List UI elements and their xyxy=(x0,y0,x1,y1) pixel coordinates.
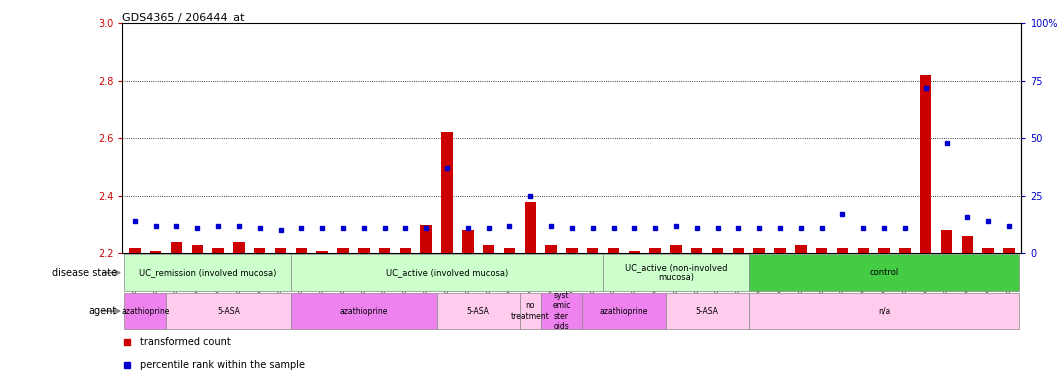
Bar xyxy=(629,251,641,253)
Bar xyxy=(525,202,536,253)
Text: UC_active (non-involved
mucosa): UC_active (non-involved mucosa) xyxy=(625,263,727,282)
Bar xyxy=(546,245,556,253)
Text: azathioprine: azathioprine xyxy=(339,306,388,316)
Bar xyxy=(795,245,807,253)
Bar xyxy=(462,230,473,253)
Text: GDS4365 / 206444_at: GDS4365 / 206444_at xyxy=(122,12,245,23)
Bar xyxy=(816,248,828,253)
Bar xyxy=(124,293,166,329)
Bar xyxy=(1003,248,1015,253)
Bar xyxy=(566,248,578,253)
Bar xyxy=(254,248,265,253)
Bar xyxy=(962,236,974,253)
Text: no
treatment: no treatment xyxy=(511,301,550,321)
Bar xyxy=(442,132,453,253)
Bar xyxy=(836,248,848,253)
Bar xyxy=(608,248,619,253)
Bar xyxy=(582,293,666,329)
Bar xyxy=(436,293,520,329)
Bar xyxy=(733,248,744,253)
Text: UC_active (involved mucosa): UC_active (involved mucosa) xyxy=(386,268,509,277)
Bar xyxy=(420,225,432,253)
Bar xyxy=(603,254,749,291)
Bar xyxy=(275,248,286,253)
Bar xyxy=(691,248,702,253)
Bar xyxy=(124,254,290,291)
Bar xyxy=(899,248,911,253)
Bar xyxy=(670,245,682,253)
Bar xyxy=(192,245,203,253)
Text: syst
emic
ster
oids: syst emic ster oids xyxy=(552,291,570,331)
Bar xyxy=(775,248,785,253)
Bar xyxy=(290,254,603,291)
Bar xyxy=(503,248,515,253)
Text: 5-ASA: 5-ASA xyxy=(467,306,489,316)
Bar xyxy=(129,248,140,253)
Bar xyxy=(213,248,223,253)
Bar xyxy=(166,293,290,329)
Bar xyxy=(858,248,869,253)
Text: 5-ASA: 5-ASA xyxy=(217,306,240,316)
Bar xyxy=(316,251,328,253)
Bar xyxy=(483,245,495,253)
Text: n/a: n/a xyxy=(878,306,891,316)
Text: azathioprine: azathioprine xyxy=(600,306,648,316)
Text: UC_remission (involved mucosa): UC_remission (involved mucosa) xyxy=(139,268,277,277)
Text: disease state: disease state xyxy=(52,268,117,278)
Text: 5-ASA: 5-ASA xyxy=(696,306,718,316)
Bar xyxy=(749,293,1019,329)
Bar xyxy=(666,293,749,329)
Bar xyxy=(520,293,541,329)
Bar xyxy=(587,248,598,253)
Bar xyxy=(541,293,582,329)
Bar xyxy=(753,248,765,253)
Bar xyxy=(337,248,349,253)
Text: agent: agent xyxy=(88,306,117,316)
Bar xyxy=(749,254,1019,291)
Bar xyxy=(649,248,661,253)
Bar xyxy=(233,242,245,253)
Bar xyxy=(379,248,390,253)
Bar xyxy=(941,230,952,253)
Text: azathioprine: azathioprine xyxy=(121,306,169,316)
Text: transformed count: transformed count xyxy=(140,337,231,347)
Bar xyxy=(359,248,369,253)
Text: percentile rank within the sample: percentile rank within the sample xyxy=(140,360,305,370)
Bar xyxy=(920,75,931,253)
Bar xyxy=(400,248,411,253)
Bar xyxy=(879,248,890,253)
Bar xyxy=(290,293,436,329)
Bar xyxy=(712,248,724,253)
Bar xyxy=(150,251,162,253)
Text: control: control xyxy=(869,268,899,277)
Bar xyxy=(296,248,307,253)
Bar xyxy=(170,242,182,253)
Bar xyxy=(982,248,994,253)
